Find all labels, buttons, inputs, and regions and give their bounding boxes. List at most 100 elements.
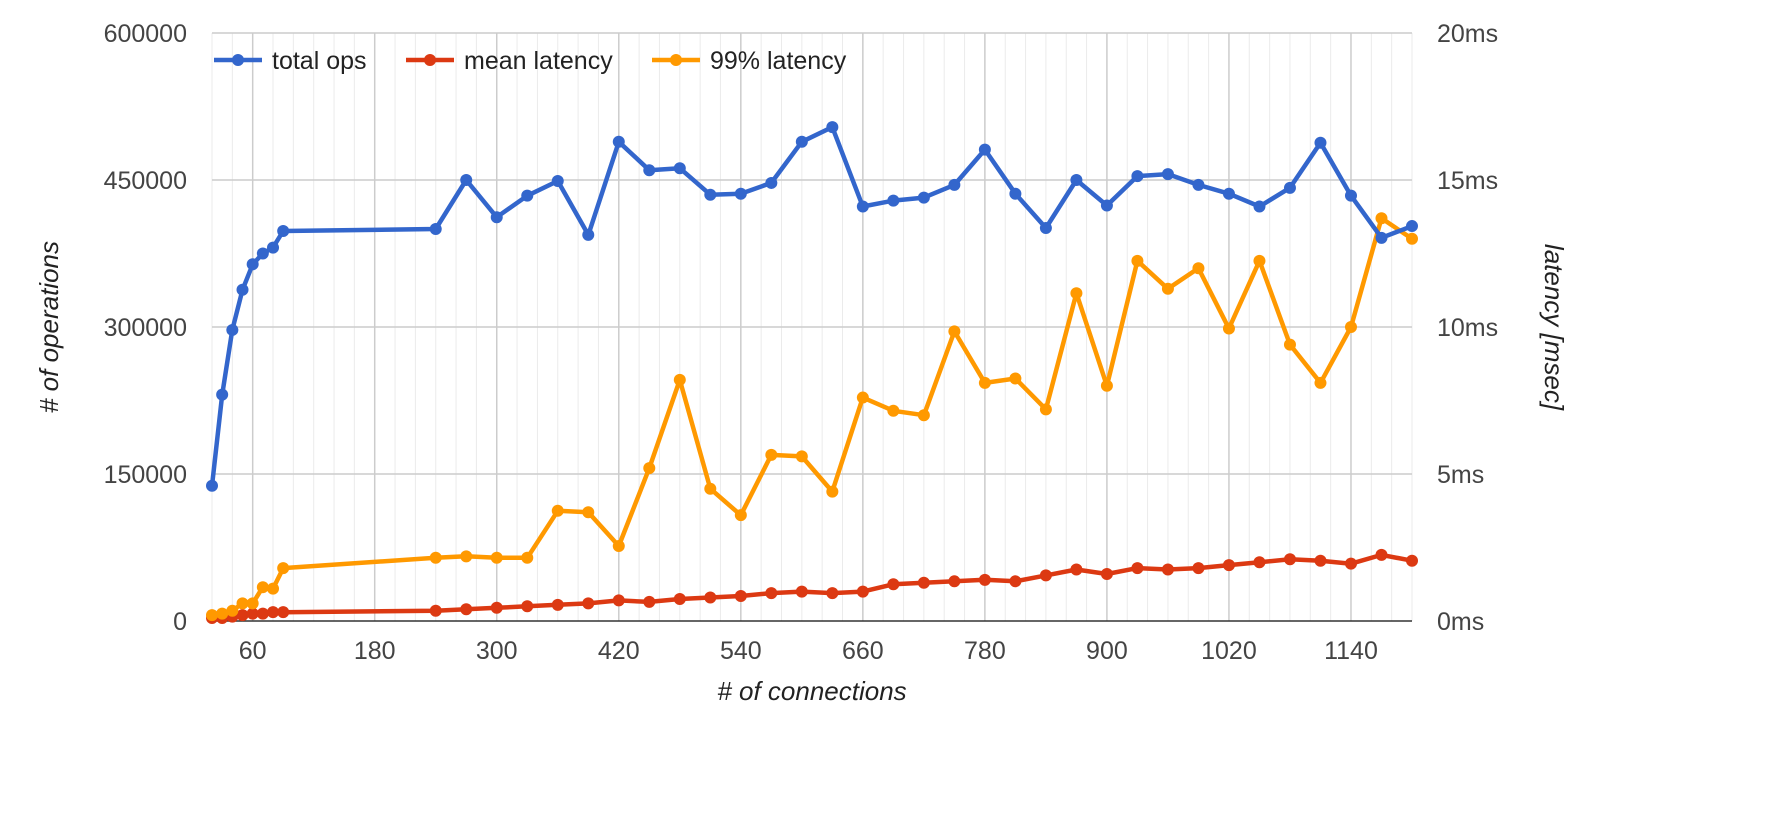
data-point[interactable]: [236, 597, 249, 610]
data-point[interactable]: [277, 562, 290, 575]
data-point[interactable]: [917, 576, 930, 589]
data-point[interactable]: [460, 603, 473, 616]
data-point[interactable]: [582, 506, 595, 519]
data-point[interactable]: [948, 575, 961, 588]
data-point[interactable]: [795, 585, 808, 598]
data-point[interactable]: [1009, 372, 1022, 385]
data-point[interactable]: [734, 187, 747, 200]
legend[interactable]: total ops mean latency 99% latency: [214, 47, 847, 75]
data-point[interactable]: [551, 174, 564, 187]
data-point[interactable]: [978, 573, 991, 586]
data-point[interactable]: [1192, 178, 1205, 191]
data-point[interactable]: [460, 174, 473, 186]
data-point[interactable]: [1222, 322, 1235, 335]
data-point[interactable]: [521, 189, 534, 202]
data-point[interactable]: [206, 609, 218, 622]
data-point[interactable]: [226, 323, 239, 336]
data-point[interactable]: [267, 582, 280, 595]
data-point[interactable]: [1009, 575, 1022, 588]
data-point[interactable]: [582, 597, 595, 610]
data-point[interactable]: [1253, 556, 1266, 569]
data-point[interactable]: [795, 135, 808, 148]
data-point[interactable]: [978, 143, 991, 156]
data-point[interactable]: [856, 200, 869, 213]
data-point[interactable]: [673, 162, 686, 175]
data-point[interactable]: [521, 600, 534, 613]
data-point[interactable]: [917, 191, 930, 204]
data-point[interactable]: [826, 485, 839, 498]
data-point[interactable]: [1131, 562, 1144, 575]
data-point[interactable]: [1039, 403, 1052, 416]
data-point[interactable]: [734, 590, 747, 603]
data-point[interactable]: [1283, 338, 1296, 351]
data-point[interactable]: [490, 211, 503, 224]
data-point[interactable]: [612, 540, 625, 553]
data-point[interactable]: [216, 607, 229, 620]
data-point[interactable]: [226, 604, 239, 617]
data-point[interactable]: [734, 509, 747, 522]
data-point[interactable]: [551, 598, 564, 611]
data-point[interactable]: [236, 283, 249, 296]
data-point[interactable]: [246, 607, 259, 620]
data-point[interactable]: [704, 591, 717, 604]
data-point[interactable]: [277, 224, 290, 237]
data-point[interactable]: [1283, 181, 1296, 194]
data-point[interactable]: [1314, 136, 1327, 149]
data-point[interactable]: [948, 325, 961, 338]
data-point[interactable]: [256, 247, 269, 260]
data-point[interactable]: [429, 604, 442, 617]
data-point[interactable]: [1406, 232, 1418, 245]
data-point[interactable]: [1131, 254, 1144, 267]
data-point[interactable]: [1070, 174, 1083, 186]
data-point[interactable]: [1039, 569, 1052, 582]
data-point[interactable]: [521, 551, 534, 564]
data-point[interactable]: [1314, 554, 1327, 567]
data-point[interactable]: [765, 587, 778, 600]
data-point[interactable]: [887, 404, 900, 417]
legend-item[interactable]: 99% latency: [652, 47, 847, 75]
data-point[interactable]: [704, 188, 717, 201]
data-point[interactable]: [429, 223, 442, 235]
data-point[interactable]: [948, 178, 961, 191]
data-point[interactable]: [206, 479, 218, 492]
data-point[interactable]: [643, 595, 656, 608]
data-point[interactable]: [1283, 553, 1296, 566]
data-point[interactable]: [1131, 170, 1144, 183]
data-point[interactable]: [978, 376, 991, 389]
data-point[interactable]: [826, 121, 839, 134]
data-point[interactable]: [1253, 200, 1266, 213]
data-point[interactable]: [256, 607, 269, 620]
data-point[interactable]: [856, 585, 869, 598]
data-point[interactable]: [1344, 189, 1357, 202]
data-point[interactable]: [267, 241, 280, 254]
data-point[interactable]: [673, 373, 686, 386]
data-point[interactable]: [1161, 282, 1174, 295]
data-point[interactable]: [1314, 376, 1327, 389]
data-point[interactable]: [1161, 563, 1174, 576]
data-point[interactable]: [256, 581, 269, 594]
data-point[interactable]: [246, 258, 259, 271]
data-point[interactable]: [1253, 254, 1266, 267]
data-point[interactable]: [1100, 379, 1113, 392]
data-point[interactable]: [429, 551, 442, 564]
legend-item[interactable]: mean latency: [406, 47, 613, 75]
data-point[interactable]: [490, 551, 503, 564]
legend-item[interactable]: total ops: [214, 47, 367, 75]
data-point[interactable]: [765, 176, 778, 189]
data-point[interactable]: [1039, 222, 1052, 235]
data-point[interactable]: [643, 164, 656, 177]
data-point[interactable]: [826, 587, 839, 600]
data-point[interactable]: [267, 606, 280, 619]
data-point[interactable]: [1070, 563, 1083, 576]
data-point[interactable]: [643, 462, 656, 475]
data-point[interactable]: [1344, 557, 1357, 570]
data-point[interactable]: [612, 135, 625, 148]
data-point[interactable]: [216, 388, 229, 401]
data-point[interactable]: [460, 550, 473, 563]
data-point[interactable]: [1070, 287, 1083, 300]
data-point[interactable]: [795, 450, 808, 463]
data-point[interactable]: [246, 597, 259, 610]
data-point[interactable]: [1100, 567, 1113, 580]
data-point[interactable]: [1375, 212, 1388, 225]
data-point[interactable]: [1222, 559, 1235, 572]
